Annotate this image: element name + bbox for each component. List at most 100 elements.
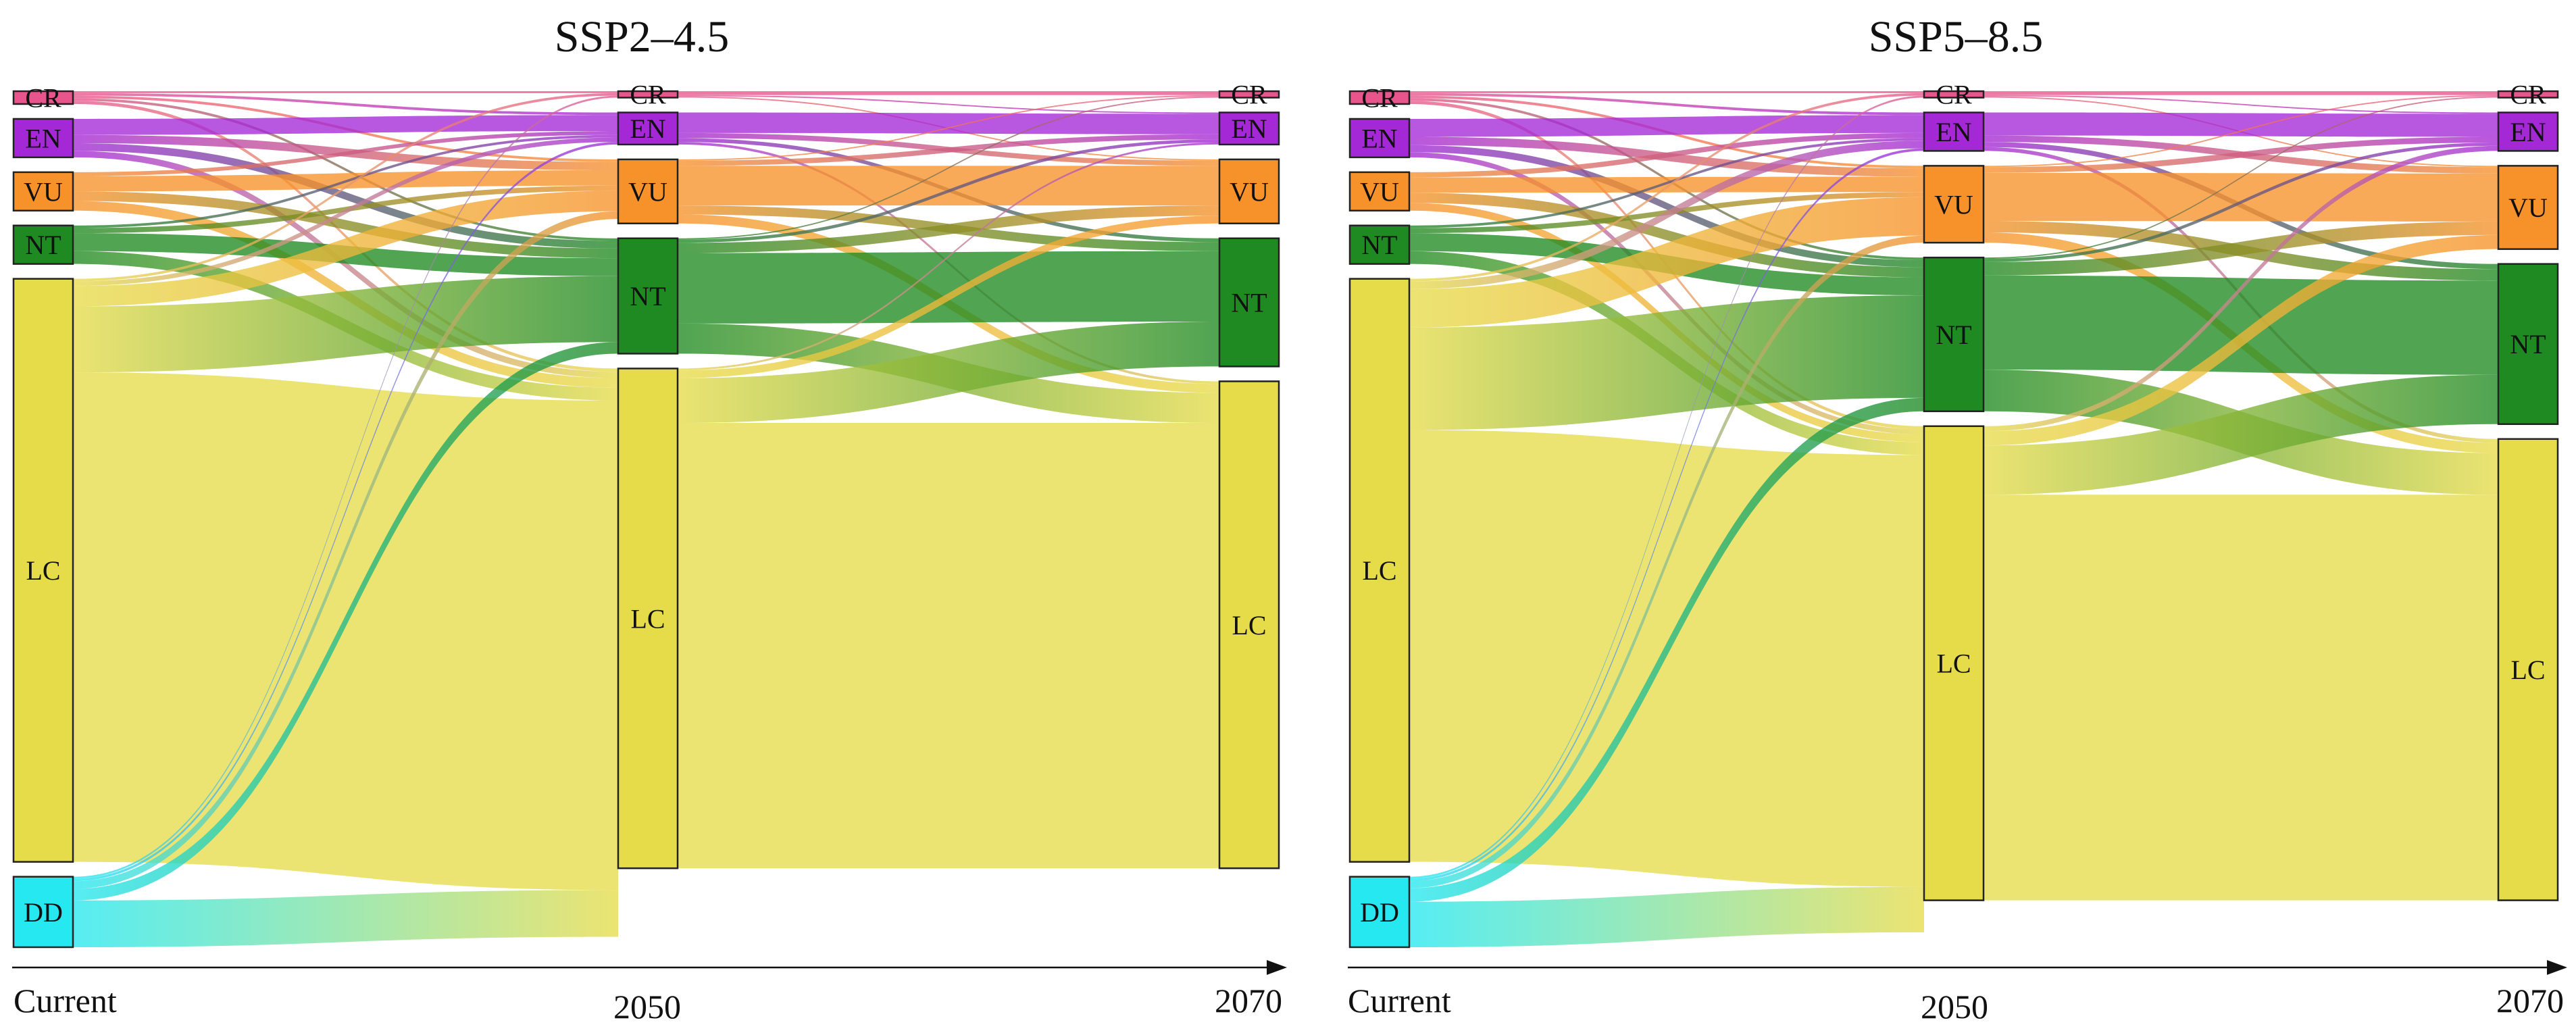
flow-dd-to-en — [73, 142, 618, 882]
node-label-cr: CR — [630, 80, 666, 110]
flow-vu-to-nt — [73, 191, 618, 259]
node-lc-2050 — [617, 368, 679, 870]
node-nt-2070 — [2497, 263, 2559, 426]
flow-dd-to-cr — [1409, 95, 1924, 879]
flow-cr-to-lc — [73, 101, 618, 372]
flow-links — [1409, 91, 2498, 947]
flow-dd-to-vu — [1409, 235, 1924, 888]
node-lc-current — [12, 278, 74, 863]
node-vu-2050 — [617, 158, 679, 224]
node-vu-current — [12, 171, 74, 212]
panel-ssp5-85: SSP5–8.5 CR EN VU NT LC DD CR EN VU NT LC CR EN VU NT L… — [1348, 12, 2567, 1026]
time-label-2070: 2070 — [1215, 982, 1282, 1019]
flow-nt-to-cr — [1984, 96, 2498, 259]
flow-nt-to-vu — [1984, 221, 2498, 276]
flow-en-to-en — [1984, 112, 2498, 137]
category-nodes: CR EN VU NT LC DD CR EN VU NT LC CR EN VU NT LC — [1348, 80, 2559, 949]
flow-dd-to-nt — [73, 342, 618, 901]
flow-lc-to-lc — [678, 423, 1219, 869]
flow-cr-to-cr — [1409, 91, 1924, 93]
node-dd-current — [1348, 876, 1411, 949]
time-label-2050: 2050 — [1921, 988, 1988, 1026]
category-nodes: CR EN VU NT LC DD CR EN VU NT LC CR EN VU NT LC — [12, 80, 1280, 949]
flow-en-to-en — [73, 115, 618, 135]
flow-lc-to-nt — [1409, 295, 1924, 430]
node-en-2050 — [617, 111, 679, 146]
flow-vu-to-vu — [678, 166, 1219, 206]
flow-lc-to-cr — [1409, 93, 1924, 282]
time-label-current: Current — [1348, 982, 1451, 1019]
flow-nt-to-en — [678, 139, 1219, 243]
node-label-lc: LC — [1362, 555, 1396, 586]
node-label-nt: NT — [2510, 329, 2546, 359]
node-label-en: EN — [25, 123, 61, 153]
flow-dd-to-lc — [73, 890, 618, 947]
node-cr-2070 — [1218, 90, 1280, 99]
node-vu-2050 — [1923, 165, 1985, 244]
node-label-lc: LC — [26, 555, 60, 586]
flow-vu-to-vu — [1409, 176, 1924, 193]
time-label-current: Current — [14, 982, 117, 1019]
node-en-2070 — [1218, 111, 1280, 146]
flow-lc-to-lc — [1409, 430, 1924, 887]
panel-title: SSP5–8.5 — [1869, 12, 2044, 61]
flow-lc-to-nt — [678, 322, 1219, 424]
flow-dd-to-vu — [73, 211, 618, 889]
flow-nt-to-en — [73, 134, 618, 228]
node-label-cr: CR — [1936, 80, 1972, 110]
flow-nt-to-vu — [678, 205, 1219, 253]
flow-lc-to-en — [1984, 145, 2498, 432]
flow-nt-to-en — [1984, 143, 2498, 262]
node-cr-current — [12, 90, 74, 105]
flow-dd-to-lc — [1409, 886, 1924, 947]
flow-lc-to-vu — [678, 216, 1219, 378]
flow-dd-to-en — [1409, 148, 1924, 882]
node-label-nt: NT — [1361, 230, 1397, 260]
node-nt-current — [12, 224, 74, 265]
flow-vu-to-vu — [1984, 172, 2498, 222]
node-label-dd: DD — [24, 897, 63, 928]
time-axis-arrowhead — [2547, 960, 2567, 975]
flow-cr-to-nt — [73, 98, 618, 241]
node-cr-2070 — [2497, 90, 2559, 99]
flow-lc-to-vu — [1984, 234, 2498, 446]
flow-cr-to-en — [1984, 95, 2498, 114]
node-label-nt: NT — [1231, 288, 1267, 318]
node-lc-current — [1348, 278, 1411, 863]
flow-lc-to-cr — [73, 93, 618, 282]
node-vu-2070 — [2497, 165, 2559, 250]
node-label-cr: CR — [1361, 82, 1398, 113]
node-label-cr: CR — [1231, 80, 1267, 110]
node-en-2070 — [2497, 111, 2559, 152]
node-label-lc: LC — [2510, 655, 2545, 685]
flow-nt-to-nt — [1984, 275, 2498, 375]
node-cr-current — [1348, 90, 1411, 105]
node-nt-current — [1348, 224, 1411, 265]
flow-cr-to-cr — [678, 91, 1219, 95]
flow-lc-to-nt — [1984, 374, 2498, 495]
flow-en-to-nt — [73, 143, 618, 249]
node-label-cr: CR — [2510, 80, 2546, 110]
flow-vu-to-cr — [1984, 95, 2498, 168]
node-label-en: EN — [1361, 123, 1397, 153]
flow-lc-to-lc — [1984, 495, 2498, 901]
node-lc-2070 — [2497, 438, 2559, 901]
flow-lc-to-lc — [73, 372, 618, 890]
node-nt-2050 — [617, 237, 679, 355]
node-vu-2070 — [1218, 158, 1280, 224]
flow-cr-to-en — [73, 93, 618, 116]
node-label-nt: NT — [1936, 320, 1971, 350]
flow-lc-to-en — [678, 143, 1219, 371]
node-cr-2050 — [1923, 90, 1985, 99]
time-axis-arrowhead — [1267, 960, 1287, 975]
flow-lc-to-vu — [1409, 197, 1924, 328]
node-label-vu: VU — [1230, 176, 1269, 207]
flow-vu-to-en — [1409, 132, 1924, 178]
node-label-en: EN — [1231, 114, 1267, 144]
flow-nt-to-en — [1409, 138, 1924, 228]
node-cr-2050 — [617, 90, 679, 99]
flow-en-to-en — [1409, 115, 1924, 137]
node-en-current — [1348, 118, 1411, 159]
flow-lc-to-nt — [73, 276, 618, 373]
node-label-dd: DD — [1360, 897, 1399, 928]
